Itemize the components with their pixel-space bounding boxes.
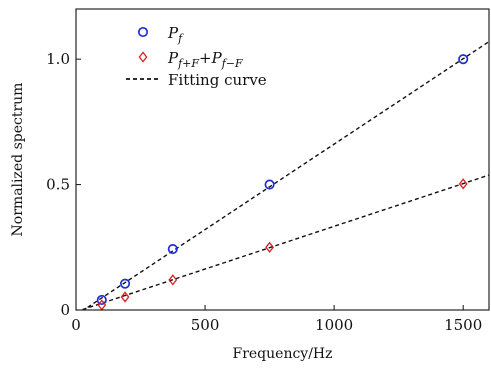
fit-lines bbox=[79, 41, 489, 310]
legend-marker-sideband bbox=[138, 51, 148, 63]
pf-point-2 bbox=[119, 278, 131, 289]
data-markers bbox=[96, 54, 469, 311]
y-tick-label-1: 0 bbox=[60, 301, 70, 319]
fit-line-1 bbox=[82, 41, 489, 310]
legend-label-main-2: +P bbox=[199, 49, 223, 67]
plot-area bbox=[76, 9, 489, 310]
y-tick-label-2: 0.5 bbox=[46, 176, 70, 194]
legend-label-subscript: f bbox=[177, 32, 184, 45]
legend-label-main: P bbox=[167, 49, 179, 67]
legend-label-subscript: f+F bbox=[177, 57, 199, 70]
plot-background bbox=[76, 9, 489, 310]
axes: 0 500 1000 1500 0 0.5 1.0 bbox=[46, 8, 490, 334]
x-tick-label-2: 500 bbox=[191, 316, 220, 334]
pf-point-4 bbox=[264, 179, 275, 190]
fit-line-2 bbox=[79, 174, 489, 310]
pf-point-1 bbox=[96, 294, 107, 306]
pf-point-5 bbox=[458, 54, 469, 65]
pf-point-3 bbox=[167, 243, 178, 255]
legend-label-1: Pf bbox=[167, 24, 184, 45]
y-tick-label-3: 1.0 bbox=[46, 50, 70, 68]
legend-label-subscript-2: f−F bbox=[221, 57, 243, 70]
legend-label-main: P bbox=[167, 24, 179, 42]
sideband-point-3 bbox=[168, 274, 178, 286]
x-tick-label-3: 1000 bbox=[315, 316, 353, 334]
sideband-point-4 bbox=[265, 241, 275, 253]
legend-marker-pf bbox=[137, 26, 149, 38]
y-axis-label: Normalized spectrum bbox=[10, 83, 26, 237]
sideband-point-5 bbox=[458, 178, 468, 190]
legend-label-3: Fitting curve bbox=[168, 71, 267, 89]
x-axis-label: Frequency/Hz bbox=[232, 346, 332, 362]
legend-label-2: Pf+F+Pf−F bbox=[167, 49, 243, 70]
plot-frame bbox=[75, 8, 490, 311]
x-tick-label-1: 0 bbox=[71, 316, 81, 334]
x-tick-label-4: 1500 bbox=[444, 316, 482, 334]
sideband-point-2 bbox=[120, 291, 130, 303]
